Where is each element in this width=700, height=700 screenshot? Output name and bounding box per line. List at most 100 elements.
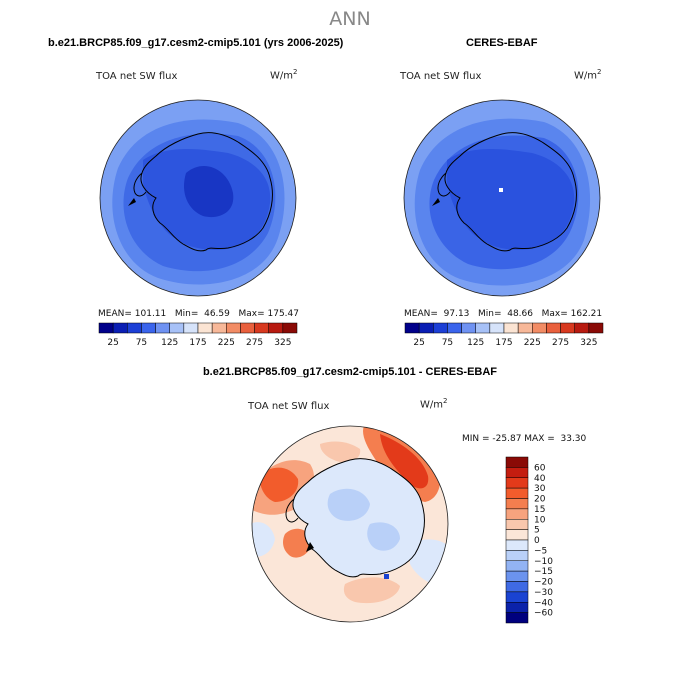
anomaly-negative-core-1 bbox=[327, 488, 370, 521]
map-boundary bbox=[99, 99, 297, 297]
map-boundary bbox=[251, 425, 449, 623]
colorbar-tick-label: 225 bbox=[524, 338, 541, 348]
colorbar-tick-label: 25 bbox=[107, 338, 118, 348]
colorbar-tick-label: 325 bbox=[274, 338, 291, 348]
colorbar-swatch bbox=[475, 322, 491, 334]
colorbar-swatch bbox=[240, 322, 255, 334]
right-stats: MEAN= 97.13 Min= 48.66 Max= 162.21 bbox=[404, 309, 603, 319]
colorbar-swatch bbox=[517, 322, 533, 334]
colorbar-swatch bbox=[505, 570, 529, 582]
colorbar-swatch bbox=[197, 322, 213, 334]
diff-stats: MIN = -25.87 MAX = 33.30 bbox=[462, 434, 587, 444]
colorbar-tick-label: 175 bbox=[495, 338, 512, 348]
map-boundary bbox=[403, 99, 601, 297]
antarctica-coastline bbox=[140, 132, 273, 252]
colorbar-tick-label: 325 bbox=[580, 338, 597, 348]
left-panel-title: b.e21.BRCP85.f09_g17.cesm2-cmip5.101 (yr… bbox=[48, 37, 344, 49]
colorbar-swatch bbox=[447, 322, 462, 334]
colorbar-swatch bbox=[505, 550, 529, 561]
colorbar-swatch bbox=[503, 322, 519, 334]
colorbar-swatch bbox=[505, 539, 529, 551]
colorbar-tick-label: −5 bbox=[534, 546, 547, 556]
anomaly-strong-negative-spot bbox=[384, 574, 389, 579]
map-field-core bbox=[183, 165, 234, 218]
colorbar-swatch bbox=[112, 322, 128, 334]
colorbar-swatch bbox=[505, 602, 529, 613]
right-panel-title: CERES-EBAF bbox=[466, 37, 538, 49]
colorbar-tick-label: 0 bbox=[534, 536, 540, 546]
anomaly-weak-n bbox=[320, 441, 361, 463]
colorbar-swatch bbox=[588, 322, 604, 334]
colorbar-swatch bbox=[505, 498, 529, 510]
left-stats: MEAN= 101.11 Min= 46.59 Max= 175.47 bbox=[98, 309, 299, 319]
anomaly-negative-w bbox=[252, 522, 275, 557]
map-field-band-3 bbox=[447, 149, 575, 250]
colorbar-swatch bbox=[489, 322, 505, 334]
colorbar-swatch bbox=[98, 322, 114, 334]
colorbar-swatch bbox=[226, 322, 241, 334]
colorbar-swatch bbox=[574, 322, 590, 334]
colorbar-tick-label: 125 bbox=[467, 338, 484, 348]
colorbar-swatch bbox=[404, 322, 420, 334]
colorbar-swatch bbox=[505, 456, 529, 468]
antarctica-coastline bbox=[444, 132, 577, 252]
missing-data-pole-marker bbox=[499, 188, 503, 192]
colorbar-tick-label: 60 bbox=[534, 463, 546, 473]
colorbar-tick-label: −15 bbox=[534, 567, 553, 577]
anomaly-strong-nw bbox=[259, 467, 299, 502]
colorbar-swatch bbox=[155, 322, 170, 334]
right-polar-map bbox=[403, 99, 601, 297]
antarctic-peninsula bbox=[437, 172, 451, 197]
colorbar-tick-label: 175 bbox=[189, 338, 206, 348]
diff-polar-map bbox=[251, 425, 449, 623]
colorbar-tick-label: 275 bbox=[552, 338, 569, 348]
colorbar-tick-label: −10 bbox=[534, 557, 553, 567]
colorbar-swatch bbox=[141, 322, 156, 334]
colorbar-swatch bbox=[505, 477, 529, 489]
colorbar-swatch bbox=[211, 322, 227, 334]
colorbar-swatch bbox=[546, 322, 561, 334]
colorbar-tick-label: 5 bbox=[534, 526, 540, 536]
colorbar-swatch bbox=[505, 612, 529, 624]
colorbar-tick-label: 25 bbox=[413, 338, 424, 348]
antarctica-coastline bbox=[292, 458, 425, 578]
colorbar-swatch bbox=[505, 591, 529, 603]
colorbar-swatch bbox=[461, 322, 476, 334]
colorbar-tick-label: 225 bbox=[218, 338, 235, 348]
colorbar-swatch bbox=[127, 322, 142, 334]
diff-units-label: W/m2 bbox=[420, 397, 448, 411]
antarctic-peninsula bbox=[285, 498, 299, 523]
colorbar-swatch bbox=[418, 322, 434, 334]
map-island-marker bbox=[128, 198, 136, 206]
antarctic-peninsula bbox=[133, 172, 147, 197]
colorbar-swatch bbox=[505, 508, 529, 520]
diff-panel-title: b.e21.BRCP85.f09_g17.cesm2-cmip5.101 - C… bbox=[202, 366, 498, 378]
map-island-marker bbox=[306, 542, 314, 552]
colorbar-tick-label: −60 bbox=[534, 609, 553, 619]
colorbar-tick-label: 125 bbox=[161, 338, 178, 348]
colorbar-swatch bbox=[505, 581, 529, 593]
right-colorbar: 2575125175225275325375 bbox=[404, 322, 604, 348]
anomaly-negative-core-2 bbox=[367, 522, 400, 551]
figure-title: ANN bbox=[329, 8, 371, 30]
colorbar-swatch bbox=[505, 467, 529, 478]
colorbar-tick-label: −40 bbox=[534, 598, 553, 608]
colorbar-tick-label: 75 bbox=[136, 338, 147, 348]
colorbar-tick-label: 30 bbox=[534, 484, 546, 494]
left-variable-label: TOA net SW flux bbox=[96, 71, 178, 82]
colorbar-swatch bbox=[505, 560, 529, 572]
right-variable-label: TOA net SW flux bbox=[400, 71, 482, 82]
colorbar-swatch bbox=[282, 322, 298, 334]
left-colorbar: 2575125175225275325375 bbox=[98, 322, 298, 348]
colorbar-tick-label: 15 bbox=[534, 505, 545, 515]
colorbar-tick-label: 20 bbox=[534, 495, 546, 505]
colorbar-tick-label: 40 bbox=[534, 474, 546, 484]
colorbar-swatch bbox=[505, 529, 529, 541]
colorbar-swatch bbox=[560, 322, 575, 334]
colorbar-swatch bbox=[183, 322, 199, 334]
colorbar-swatch bbox=[254, 322, 269, 334]
colorbar-tick-label: 75 bbox=[442, 338, 453, 348]
colorbar-swatch bbox=[505, 519, 529, 530]
colorbar-tick-label: −20 bbox=[534, 578, 553, 588]
